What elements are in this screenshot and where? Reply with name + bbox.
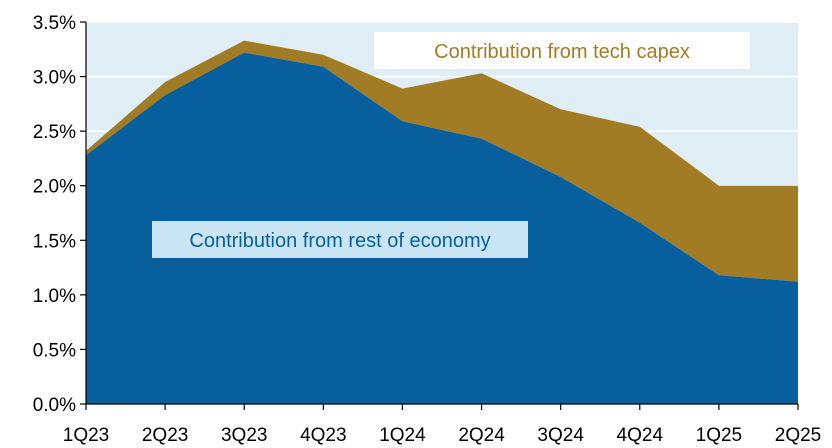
y-tick-label-0: 0.0%: [33, 395, 76, 416]
tech-capex-series-label: Contribution from tech capex: [434, 41, 690, 63]
tech-capex-label-background: [374, 32, 750, 69]
rest-of-economy-series-label: Contribution from rest of economy: [189, 230, 490, 252]
y-tick-label-6: 3.0%: [33, 68, 76, 89]
y-tick-label-4: 2.0%: [33, 177, 76, 198]
x-tick-label-9: 2Q25: [775, 425, 821, 446]
axes: 0.0% 0.5% 1.0% 1.5% 2.0% 2.5% 3.0% 3.5% 1Q23 2Q23…: [33, 13, 822, 446]
x-tick-label-1: 2Q23: [142, 425, 188, 446]
y-tick-label-3: 1.5%: [33, 231, 76, 252]
y-tick-label-7: 3.5%: [33, 13, 76, 34]
x-tick-label-2: 3Q23: [221, 425, 267, 446]
rest-of-economy-label-background: [152, 221, 528, 258]
x-tick-label-3: 4Q23: [300, 425, 346, 446]
x-tick-label-6: 3Q24: [537, 425, 584, 446]
y-tick-label-5: 2.5%: [33, 122, 76, 143]
x-tick-label-0: 1Q23: [63, 425, 109, 446]
x-tick-label-4: 1Q24: [379, 425, 426, 446]
annotations: Contribution from tech capex Contributio…: [152, 32, 750, 258]
x-tick-label-8: 1Q25: [696, 425, 742, 446]
y-tick-label-2: 1.0%: [33, 286, 76, 307]
x-tick-label-7: 4Q24: [617, 425, 664, 446]
y-tick-label-1: 0.5%: [33, 340, 76, 361]
x-tick-label-5: 2Q24: [458, 425, 505, 446]
series-area-tech-capex: [86, 40, 798, 282]
